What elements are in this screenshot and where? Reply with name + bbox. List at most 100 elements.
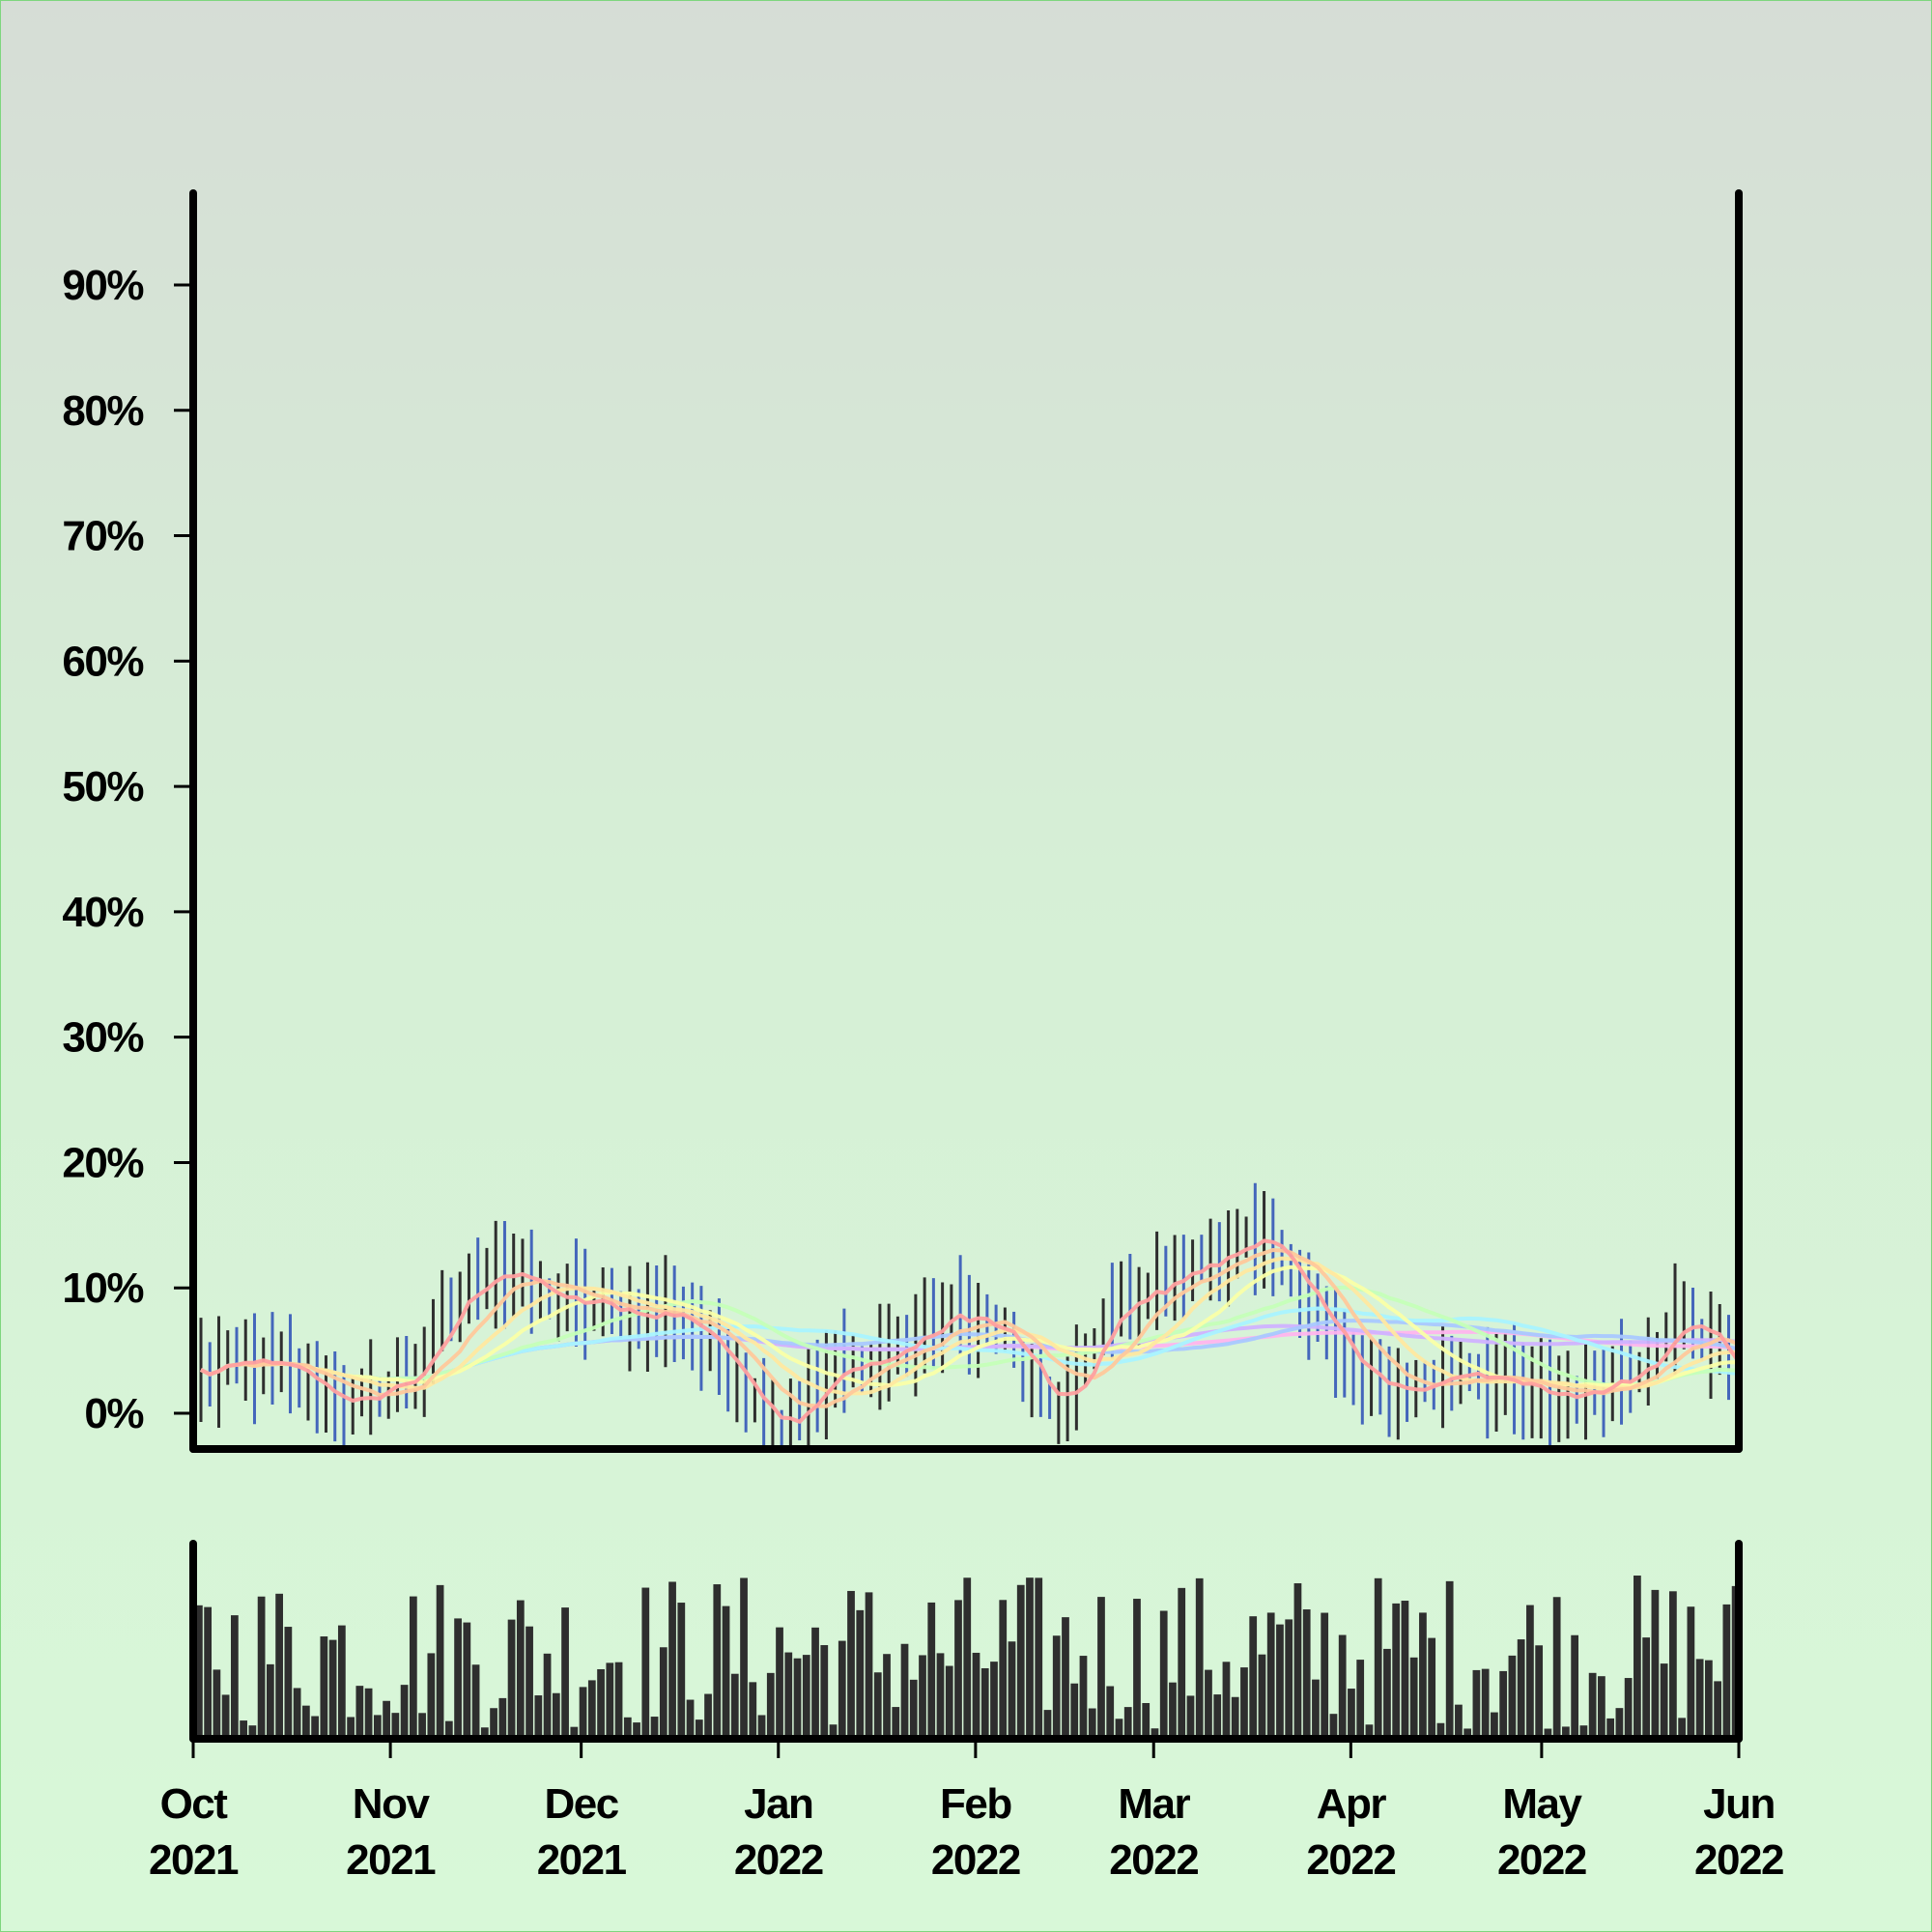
- volume-bar: [1606, 1718, 1615, 1739]
- volume-bar: [1526, 1605, 1534, 1739]
- x-tick-label-year: 2022: [734, 1836, 823, 1884]
- volume-bar: [1472, 1669, 1481, 1739]
- volume-bar: [1205, 1669, 1212, 1739]
- volume-bar: [1544, 1728, 1552, 1739]
- volume-bar: [1615, 1708, 1624, 1739]
- volume-bar: [954, 1600, 962, 1739]
- volume-bar: [1088, 1708, 1096, 1739]
- volume-bar: [284, 1627, 293, 1739]
- volume-bar: [364, 1688, 373, 1739]
- volume-bar: [1008, 1641, 1016, 1739]
- volume-bar: [418, 1713, 426, 1739]
- volume-bar: [980, 1667, 989, 1739]
- volume-bar: [221, 1694, 230, 1739]
- volume-bar: [1312, 1679, 1320, 1739]
- volume-bar: [1419, 1612, 1427, 1739]
- volume-bar: [552, 1692, 560, 1739]
- volume-bar: [383, 1700, 390, 1739]
- volume-bar: [1231, 1696, 1239, 1739]
- volume-bar: [337, 1625, 346, 1739]
- volume-bar: [945, 1665, 953, 1739]
- volume-bar: [1383, 1648, 1391, 1739]
- volume-bar: [1365, 1724, 1374, 1739]
- volume-bar: [248, 1725, 257, 1739]
- volume-bar: [391, 1713, 400, 1739]
- volume-bar: [900, 1643, 909, 1739]
- volume-bar: [793, 1658, 802, 1739]
- volume-bar: [641, 1587, 650, 1739]
- volume-bar: [1436, 1722, 1445, 1739]
- volume-bar: [1276, 1624, 1284, 1739]
- volume-bar: [1249, 1616, 1258, 1739]
- volume-bar: [436, 1584, 444, 1739]
- volume-bar: [1035, 1577, 1043, 1739]
- date-x-axis: Oct 2021 Nov 2021 Dec 2021 Jan 2022 Feb 2022 Mar 20…: [149, 1739, 1784, 1884]
- volume-bar: [704, 1693, 712, 1739]
- volume-bar: [856, 1609, 865, 1739]
- volume-bar: [1588, 1672, 1597, 1739]
- volume-bar: [1374, 1577, 1382, 1739]
- volume-bar: [1258, 1654, 1266, 1739]
- x-tick-label-year: 2022: [1497, 1836, 1586, 1884]
- moving-average-20: [200, 1264, 1738, 1388]
- volume-bar: [266, 1663, 274, 1739]
- volume-bar: [516, 1600, 525, 1739]
- volume-bar: [1562, 1726, 1570, 1739]
- volume-bar: [1651, 1589, 1660, 1739]
- volume-bar: [373, 1715, 382, 1739]
- volume-bar: [686, 1699, 695, 1739]
- volume-bar: [1062, 1617, 1069, 1739]
- volume-bar: [1348, 1689, 1355, 1739]
- volume-bar: [1356, 1660, 1365, 1739]
- volume-bar: [695, 1719, 703, 1739]
- volume-bar: [257, 1596, 266, 1739]
- x-tick-label-month: Mar: [1118, 1780, 1190, 1828]
- volume-bar: [659, 1647, 668, 1739]
- y-tick-label: 70%: [62, 513, 143, 560]
- volume-bar: [730, 1673, 739, 1739]
- volume-bar: [1535, 1645, 1544, 1739]
- volume-bar: [561, 1607, 569, 1739]
- volume-bar: [1634, 1576, 1641, 1739]
- volume-bar: [677, 1603, 686, 1739]
- volume-bar: [490, 1708, 497, 1739]
- volume-bar: [1186, 1695, 1195, 1739]
- volume-bar: [802, 1655, 810, 1739]
- volume-bar: [999, 1600, 1008, 1739]
- moving-average-lines: [200, 1238, 1740, 1424]
- volume-bar: [1491, 1712, 1498, 1739]
- volume-bar: [749, 1682, 757, 1739]
- volume-bar: [507, 1619, 516, 1739]
- volume-bar: [820, 1645, 829, 1739]
- y-tick-label: 50%: [62, 763, 143, 810]
- volume-bar: [1445, 1580, 1454, 1739]
- volume-bar: [1481, 1668, 1490, 1739]
- volume-bar: [1151, 1728, 1159, 1739]
- volume-bar: [1678, 1718, 1687, 1739]
- volume-bar: [722, 1605, 730, 1739]
- volume-bar: [328, 1639, 337, 1739]
- volume-bar: [355, 1686, 364, 1739]
- volume-bar: [1070, 1683, 1079, 1739]
- volume-bar: [776, 1627, 783, 1739]
- volume-bar: [275, 1593, 283, 1739]
- volume-bar: [1338, 1634, 1347, 1739]
- volume-bar: [1695, 1659, 1704, 1739]
- y-tick-label: 80%: [62, 387, 143, 435]
- volume-bar: [471, 1664, 480, 1739]
- volume-bar: [1213, 1694, 1222, 1739]
- volume-bar: [1329, 1714, 1338, 1739]
- volume-bar: [230, 1615, 239, 1739]
- volume-bar: [311, 1716, 319, 1739]
- volume-bar: [1624, 1678, 1633, 1739]
- volume-bars: [195, 1576, 1740, 1739]
- volume-bar: [1409, 1657, 1418, 1739]
- volume-bar: [570, 1726, 579, 1739]
- x-tick-label-month: Feb: [940, 1780, 1011, 1828]
- volume-bar: [936, 1653, 945, 1739]
- volume-bar: [1123, 1707, 1132, 1739]
- price-ohlc-bars: [199, 1182, 1740, 1447]
- volume-bar: [847, 1590, 855, 1739]
- volume-bar: [427, 1653, 436, 1739]
- volume-bar: [301, 1705, 310, 1739]
